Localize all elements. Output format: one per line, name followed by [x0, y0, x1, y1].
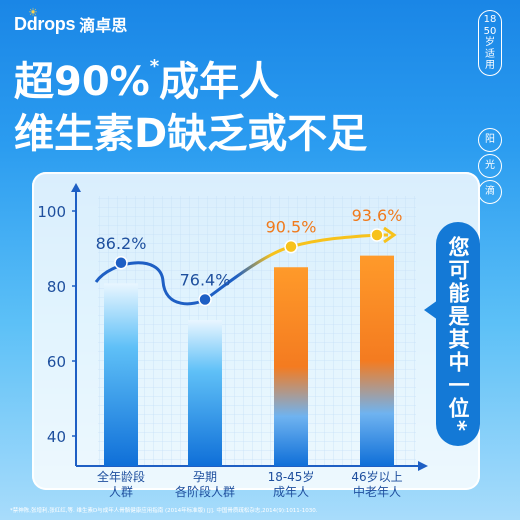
age-tag: 18 50 岁 适 用: [478, 10, 502, 76]
data-label: 86.2%: [96, 234, 147, 253]
x-tick-label: 各阶段人群: [175, 484, 235, 499]
x-tick-label: 孕期: [193, 470, 217, 484]
x-tick-label: 全年龄段: [97, 469, 145, 484]
x-tick-label: 46岁以上: [351, 469, 402, 484]
headline: 超90% * 成年人 维生素D缺乏或不足: [14, 58, 368, 157]
x-tick-label: 成年人: [273, 485, 309, 499]
data-point: [284, 239, 298, 254]
x-tick-label: 中老年人: [353, 484, 401, 499]
headline-asterisk: *: [149, 56, 160, 77]
headline-line2: 维生素D缺乏或不足: [14, 111, 368, 157]
data-label: 76.4%: [180, 271, 231, 290]
side-tag-guang: 光: [478, 154, 502, 178]
headline-line1: 超90% * 成年人: [14, 58, 367, 105]
data-point: [114, 256, 128, 270]
data-label: 90.5%: [266, 218, 317, 237]
data-point: [198, 292, 212, 307]
headline-suffix: 成年人: [159, 59, 280, 105]
y-tick-label: 100: [37, 203, 66, 221]
footnote: *禁神陈,张增利,张红红,等. 维生素D与成年人骨骼健康应用指南 (2014年标…: [10, 508, 318, 514]
x-tick-label: 人群: [109, 485, 133, 499]
sun-icon: ☀: [28, 6, 38, 19]
y-tick-label: 60: [47, 353, 66, 371]
trend-arrow: [383, 226, 397, 244]
callout-tail: [424, 300, 438, 320]
bar: [360, 255, 394, 466]
y-tick-label: 40: [47, 428, 66, 446]
side-tag-yang: 阳: [478, 128, 502, 152]
bar: [274, 267, 308, 466]
x-axis-arrow: [418, 461, 428, 471]
data-label: 93.6%: [352, 206, 403, 225]
brand-name-en: Ddrops: [14, 13, 76, 34]
brand-logo: ☀ Ddrops 滴卓思: [14, 6, 128, 36]
data-point: [370, 228, 384, 242]
bar: [104, 283, 138, 466]
y-axis-arrow: [71, 183, 81, 192]
headline-prefix: 超90%: [14, 59, 150, 105]
brand-name-cn: 滴卓思: [79, 16, 128, 35]
x-tick-label: 18-45岁: [268, 469, 315, 484]
y-tick-label: 80: [47, 278, 66, 296]
callout-bubble: 您可能是其中一位*: [436, 222, 480, 446]
bar: [188, 320, 222, 466]
